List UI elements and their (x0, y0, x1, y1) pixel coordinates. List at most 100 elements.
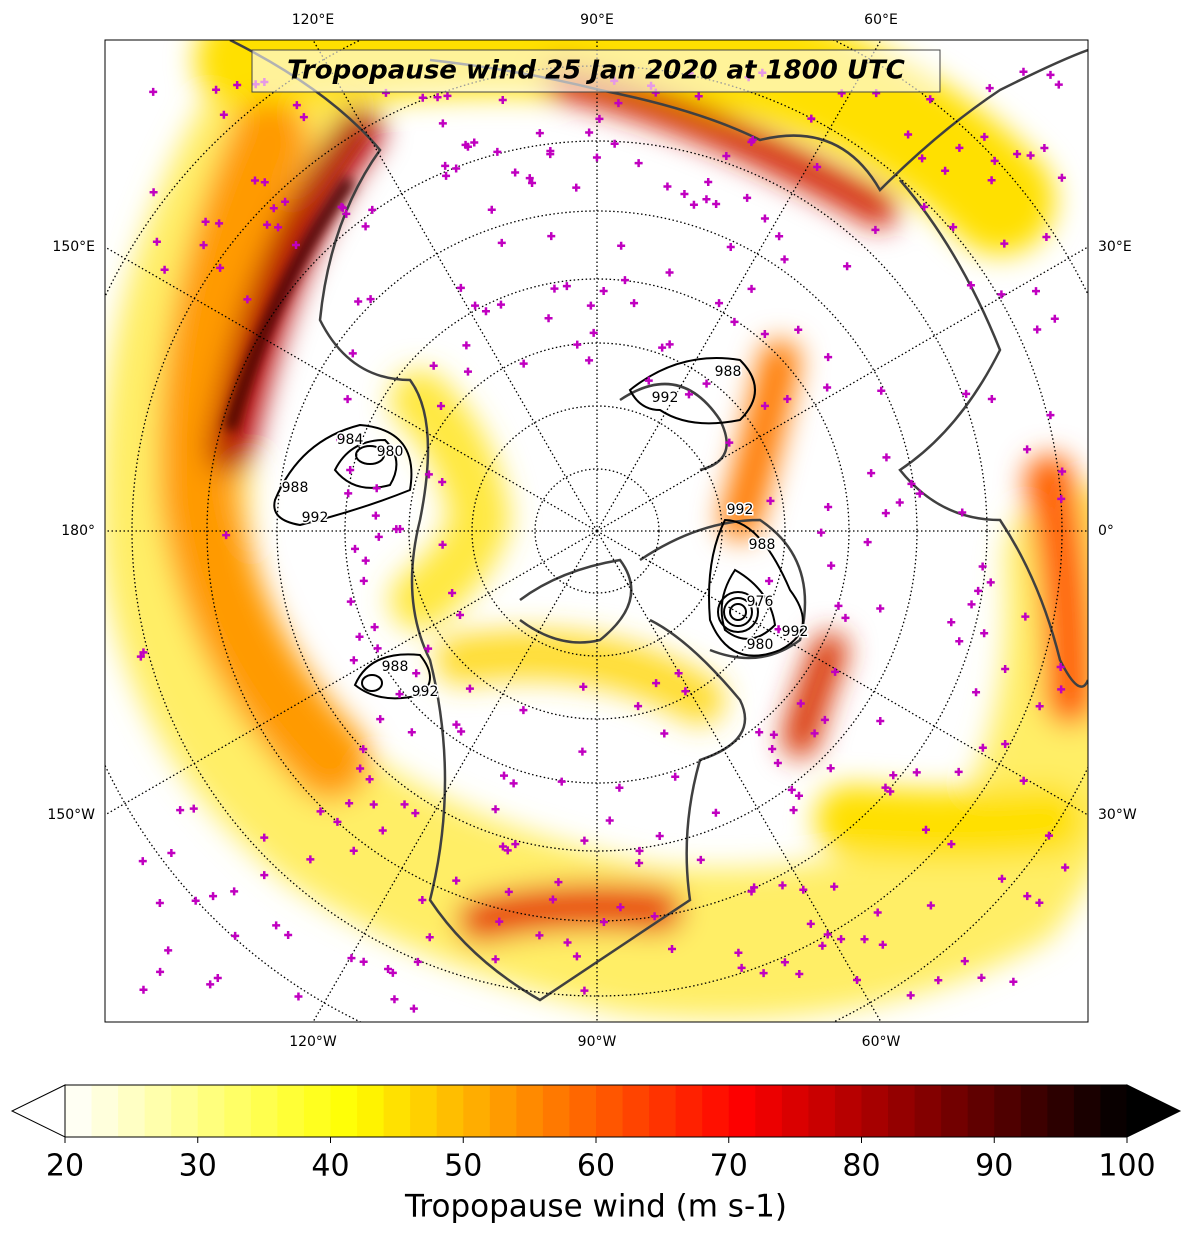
station (789, 806, 798, 815)
station (820, 715, 829, 724)
station (813, 163, 822, 172)
station (378, 826, 387, 835)
colorbar-band (1100, 1085, 1128, 1137)
colorbar-band (303, 1085, 331, 1137)
station (544, 314, 553, 323)
station (579, 682, 588, 691)
station (794, 791, 803, 800)
station (644, 376, 653, 385)
station (817, 528, 826, 537)
colorbar-band (65, 1085, 93, 1137)
station (826, 764, 835, 773)
graticule-label: 120°E (292, 12, 335, 28)
station (388, 968, 397, 977)
station (830, 882, 839, 891)
station (384, 965, 393, 974)
station (365, 775, 374, 784)
station (260, 871, 269, 880)
station (635, 846, 644, 855)
station (433, 93, 442, 102)
station (356, 764, 365, 773)
station (374, 532, 383, 541)
station (1057, 685, 1066, 694)
station (734, 948, 743, 957)
colorbar-band (728, 1085, 756, 1137)
station (222, 531, 231, 540)
station (1019, 67, 1028, 76)
station (369, 800, 378, 809)
colorbar-band (463, 1085, 491, 1137)
colorbar-band (569, 1085, 597, 1137)
station (470, 138, 479, 147)
station (886, 787, 895, 796)
colorbar-band (596, 1085, 624, 1137)
colorbar-extend-low (10, 1084, 66, 1138)
station (500, 771, 509, 780)
station (599, 286, 608, 295)
station (1013, 149, 1022, 158)
station (947, 840, 956, 849)
station (634, 159, 643, 168)
station (926, 901, 935, 910)
station (219, 110, 228, 119)
station (674, 669, 683, 678)
station (491, 805, 500, 814)
colorbar-band (357, 1085, 385, 1137)
station (876, 716, 885, 725)
colorbar-band (197, 1085, 225, 1137)
station (407, 728, 416, 737)
station (615, 783, 624, 792)
station (960, 957, 969, 966)
station (907, 479, 916, 488)
station (550, 284, 559, 293)
station (272, 921, 281, 930)
station (1023, 892, 1032, 901)
station (452, 164, 461, 173)
station (747, 284, 756, 293)
station (620, 276, 629, 285)
station (630, 299, 639, 308)
station (528, 179, 537, 188)
station (585, 356, 594, 365)
station (442, 171, 451, 180)
station (871, 225, 880, 234)
station (250, 176, 259, 185)
station (966, 281, 975, 290)
colorbar-band (250, 1085, 278, 1137)
station (949, 223, 958, 232)
colorbar-tick-label: 40 (311, 1149, 349, 1184)
station (274, 223, 283, 232)
graticule-label: 120°W (289, 1034, 337, 1050)
station (712, 199, 721, 208)
station (457, 727, 466, 736)
station (338, 203, 347, 212)
station (424, 644, 433, 653)
station (424, 470, 433, 479)
title: Tropopause wind 25 Jan 2020 at 1800 UTC (287, 56, 905, 86)
station (260, 178, 269, 187)
station (160, 265, 169, 274)
station (351, 544, 360, 553)
station (149, 87, 158, 96)
station (291, 240, 300, 249)
colorbar-band (702, 1085, 730, 1137)
station (1050, 314, 1059, 323)
station (496, 300, 505, 309)
station (456, 283, 465, 292)
station (418, 895, 427, 904)
station (299, 113, 308, 122)
station (1044, 831, 1053, 840)
station (1058, 467, 1067, 476)
station (336, 435, 345, 444)
station (912, 768, 921, 777)
station (525, 174, 534, 183)
station (702, 195, 711, 204)
graticule-label: 150°E (52, 239, 95, 255)
contour-label: 988 (382, 659, 409, 675)
station (1035, 898, 1044, 907)
station (987, 394, 996, 403)
colorbar-tick-label: 50 (444, 1149, 482, 1184)
station (986, 578, 995, 587)
station (1021, 612, 1030, 621)
station (806, 919, 815, 928)
